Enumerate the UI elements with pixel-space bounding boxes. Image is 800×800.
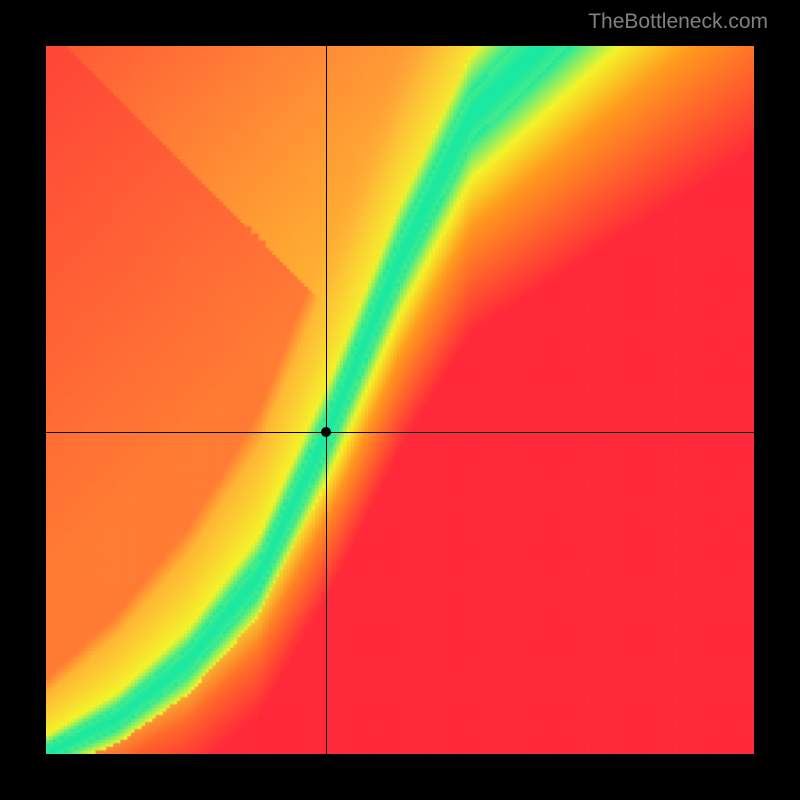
crosshair-vertical: [326, 46, 327, 754]
plot-area: [46, 46, 754, 754]
crosshair-marker: [321, 427, 331, 437]
heatmap-canvas: [46, 46, 754, 754]
watermark-text: TheBottleneck.com: [588, 10, 768, 34]
crosshair-horizontal: [46, 432, 754, 433]
